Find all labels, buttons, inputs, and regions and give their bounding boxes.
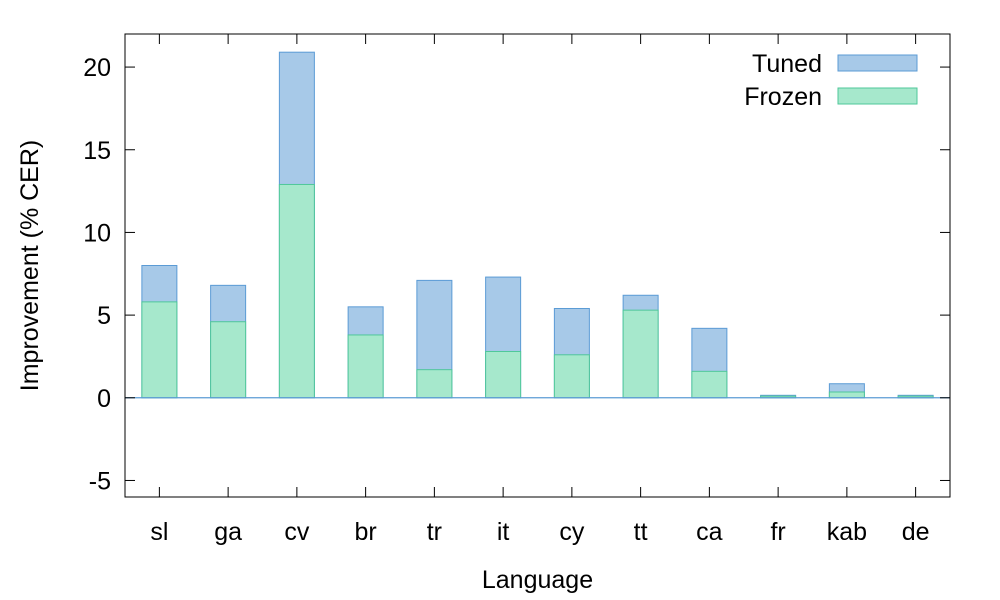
x-tick-label-kab: kab xyxy=(827,518,867,546)
bar-frozen-tt xyxy=(622,309,659,399)
bar-frozen-kab xyxy=(828,391,865,399)
bar-frozen-tr xyxy=(416,369,453,399)
bar-frozen-cy xyxy=(553,354,590,399)
x-tick-label-tt: tt xyxy=(634,518,648,546)
y-axis-title: Improvement (% CER) xyxy=(16,140,44,391)
x-tick-label-cy: cy xyxy=(559,518,585,546)
y-tick-label: 20 xyxy=(83,54,111,82)
bar-frozen-ca xyxy=(691,370,728,399)
y-tick-label: 15 xyxy=(83,137,111,165)
x-tick-label-ga: ga xyxy=(214,518,242,546)
y-tick-label: -5 xyxy=(89,467,111,495)
x-tick-label-cv: cv xyxy=(284,518,310,546)
x-tick-label-ca: ca xyxy=(696,518,723,546)
legend: Tuned Frozen xyxy=(744,50,918,111)
bar-frozen-ga xyxy=(210,321,247,399)
x-tick-label-de: de xyxy=(902,518,930,546)
bar-frozen-sl xyxy=(141,301,178,399)
bar-frozen-it xyxy=(485,350,522,399)
plot-border xyxy=(124,33,951,498)
bar-frozen-cv xyxy=(278,183,315,399)
x-tick-label-tr: tr xyxy=(427,518,442,546)
legend-swatch-tuned xyxy=(837,54,918,72)
x-tick-label-fr: fr xyxy=(770,518,785,546)
x-axis-title: Language xyxy=(482,566,593,594)
axis-ticks: -5 0 5 10 15 20 sl ga cv br tr it cy tt ca fr kab de xyxy=(83,34,950,546)
plot-frame xyxy=(124,33,951,498)
bar-frozen-br xyxy=(347,334,384,399)
legend-label-tuned: Tuned xyxy=(752,50,822,78)
legend-label-frozen: Frozen xyxy=(744,83,822,111)
x-tick-label-br: br xyxy=(355,518,377,546)
y-tick-label: 0 xyxy=(97,385,111,413)
y-tick-label: 5 xyxy=(97,302,111,330)
legend-swatch-frozen xyxy=(837,87,918,105)
y-tick-label: 10 xyxy=(83,219,111,247)
x-tick-label-sl: sl xyxy=(150,518,168,546)
x-tick-label-it: it xyxy=(497,518,510,546)
bars-layer xyxy=(141,51,934,399)
